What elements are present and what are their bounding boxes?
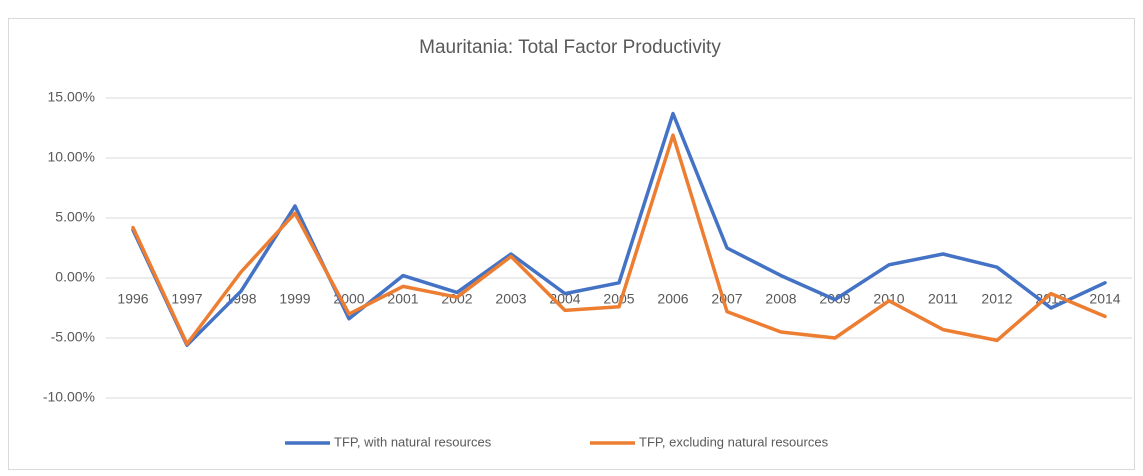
- y-tick-label: 10.00%: [48, 149, 95, 165]
- x-tick-label: 2005: [603, 291, 634, 307]
- x-tick-label: 2006: [657, 291, 688, 307]
- x-tick-label: 1998: [225, 291, 256, 307]
- y-tick-label: 15.00%: [48, 89, 95, 105]
- x-tick-label: 2003: [495, 291, 526, 307]
- y-tick-label: 0.00%: [55, 269, 95, 285]
- y-tick-label: -10.00%: [43, 389, 95, 405]
- legend-label: TFP, with natural resources: [334, 434, 492, 449]
- chart-frame: [8, 18, 1135, 470]
- series-line: [131, 111, 1107, 347]
- x-tick-label: 2008: [765, 291, 796, 307]
- x-tick-label: 2012: [981, 291, 1012, 307]
- x-tick-label: 2011: [928, 291, 958, 307]
- chart-title: Mauritania: Total Factor Productivity: [419, 37, 721, 58]
- y-tick-label: 5.00%: [55, 209, 95, 225]
- y-tick-label: -5.00%: [51, 329, 95, 345]
- series-line: [131, 133, 1107, 346]
- x-tick-label: 2001: [387, 291, 418, 307]
- x-tick-label: 2010: [873, 291, 904, 307]
- x-tick-label: 1997: [171, 291, 202, 307]
- x-tick-label: 2007: [711, 291, 742, 307]
- x-tick-label: 1999: [279, 291, 310, 307]
- x-tick-label: 2014: [1089, 291, 1120, 307]
- x-tick-label: 1996: [117, 291, 148, 307]
- legend-label: TFP, excluding natural resources: [639, 434, 829, 449]
